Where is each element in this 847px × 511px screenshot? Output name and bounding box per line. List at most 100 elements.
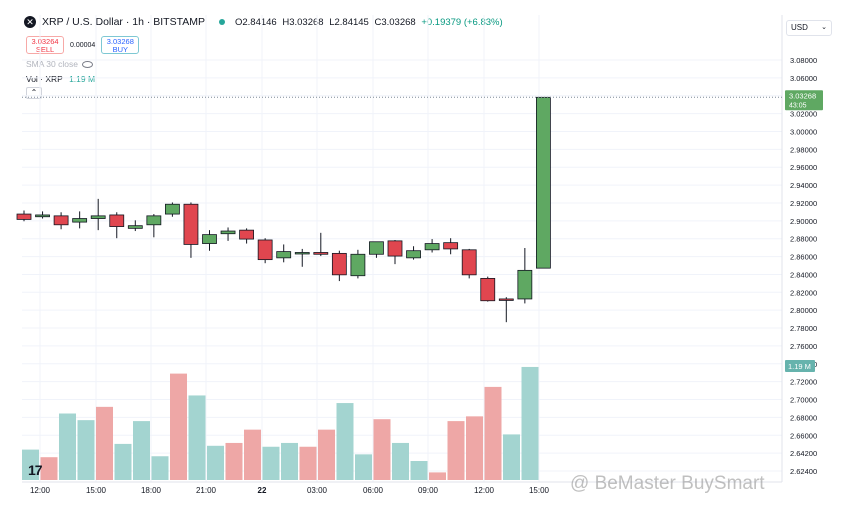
x-tick-label: 15:00 — [86, 486, 107, 495]
candle-body — [109, 214, 125, 227]
y-tick-label: 2.82000 — [790, 288, 817, 297]
trade-panel: 3.03264 SELL 0.00004 3.03268 BUY — [26, 36, 140, 54]
volume-bar — [503, 434, 520, 480]
x-tick-label: 15:00 — [529, 486, 550, 495]
y-tick-label: 2.96000 — [790, 163, 817, 172]
close-value: C3.03268 — [374, 16, 416, 28]
y-tick-label: 2.72000 — [790, 378, 817, 387]
candle-body — [406, 250, 421, 259]
y-tick-label: 2.64200 — [790, 449, 817, 458]
volume-indicator-legend[interactable]: Vol · XRP 1.19 M — [26, 74, 95, 84]
collapse-legend-button[interactable]: ⌃ — [26, 87, 42, 99]
y-tick-label: 3.06000 — [790, 74, 817, 83]
ohlc-legend: O2.84146 H3.03268 L2.84145 C3.03268 +0.1… — [235, 17, 506, 28]
volume-bar — [466, 416, 483, 480]
candle-body — [369, 241, 384, 255]
sma-label: SMA 30 close — [26, 59, 78, 69]
volume-bar — [521, 366, 539, 480]
y-tick-label: 3.00000 — [790, 127, 817, 136]
xrp-logo-icon: ✕ — [24, 16, 36, 28]
sell-price: 3.03264 — [31, 37, 59, 46]
volume-bar — [114, 443, 132, 480]
volume-bar — [447, 421, 465, 480]
volume-bar — [40, 457, 58, 480]
eye-icon[interactable] — [81, 60, 93, 68]
y-tick-label: 2.80000 — [790, 306, 817, 315]
volume-bar — [355, 454, 372, 480]
candle-body — [90, 215, 106, 219]
volume-bar — [336, 403, 354, 480]
y-tick-label: 3.02000 — [790, 110, 817, 119]
volume-tag — [785, 359, 815, 372]
candle-body — [276, 251, 292, 259]
volume-bar — [133, 421, 150, 480]
candle-body — [183, 203, 199, 245]
tradingview-logo-icon: 17 — [28, 462, 43, 478]
sma-indicator-legend[interactable]: SMA 30 close — [26, 59, 93, 69]
candle-body — [202, 234, 217, 244]
y-tick-label: 2.98000 — [790, 145, 817, 154]
volume-bar — [262, 446, 280, 480]
buy-label: BUY — [112, 45, 129, 54]
candle-body — [350, 253, 366, 277]
y-tick-label: 2.92000 — [790, 199, 817, 208]
volume-bar — [410, 461, 428, 480]
sell-label: SELL — [35, 45, 55, 54]
candle-body — [424, 243, 440, 251]
watermark-text: @ BeMaster BuySmart — [570, 473, 765, 494]
candle-body — [443, 242, 459, 250]
volume-label: Vol · XRP — [26, 74, 63, 84]
volume-bar — [170, 373, 187, 480]
y-tick-label: 2.90000 — [790, 217, 817, 226]
y-tick-label: 3.08000 — [790, 56, 817, 65]
buy-price: 3.03268 — [106, 37, 134, 46]
chevron-down-icon: ⌄ — [821, 24, 827, 31]
volume-bar — [188, 395, 206, 480]
candle-body — [461, 249, 477, 276]
sell-button[interactable]: 3.03264 SELL — [26, 36, 64, 54]
candle-body — [517, 269, 533, 300]
y-tick-label: 2.76000 — [790, 342, 817, 351]
volume-bar — [22, 449, 39, 480]
x-tick-label: 03:00 — [307, 486, 328, 495]
volume-bar — [484, 386, 502, 480]
x-tick-label: 12:00 — [30, 486, 51, 495]
x-tick-label: 22 — [258, 486, 267, 495]
candle-body — [387, 240, 403, 257]
candle-body — [536, 96, 551, 269]
symbol-title[interactable]: XRP / U.S. Dollar · 1h · BITSTAMP — [42, 16, 205, 28]
candle-body — [331, 252, 347, 276]
volume-bar — [318, 429, 335, 480]
buy-button[interactable]: 3.03268 BUY — [101, 36, 140, 54]
y-tick-label: 2.68000 — [790, 413, 817, 422]
volume-bar — [96, 406, 113, 480]
candle-body — [146, 215, 162, 226]
currency-select[interactable]: USD ⌄ — [786, 20, 832, 36]
y-tick-label: 2.84000 — [790, 270, 817, 279]
candle-body — [72, 218, 88, 223]
market-status-icon — [218, 19, 225, 25]
x-tick-label: 06:00 — [363, 486, 384, 495]
volume-bar — [151, 456, 169, 480]
volume-bar — [59, 413, 76, 480]
y-tick-label: 2.66000 — [790, 431, 817, 440]
low-value: L2.84145 — [329, 16, 369, 28]
volume-bar — [299, 446, 317, 480]
y-tick-label: 2.78000 — [790, 324, 817, 333]
y-tick-label: 2.62400 — [790, 467, 817, 476]
volume-bar — [392, 442, 409, 480]
volume-bar — [373, 419, 391, 480]
candle-body — [220, 230, 236, 235]
volume-tag-label: 1.19 M — [788, 362, 811, 371]
y-tick-label: 2.70000 — [790, 396, 817, 405]
chart-header: ✕ XRP / U.S. Dollar · 1h · BITSTAMP O2.8… — [24, 16, 506, 28]
change-value: +0.19379 (+6.83%) — [421, 16, 503, 28]
volume-bar — [244, 429, 261, 480]
candle-body — [35, 214, 50, 218]
last-price-tag — [785, 90, 823, 111]
candle-body — [480, 277, 496, 302]
y-tick-label: 2.88000 — [790, 235, 817, 244]
last-price-label: 3.03268 — [789, 91, 816, 100]
y-tick-label: 2.94000 — [790, 181, 817, 190]
